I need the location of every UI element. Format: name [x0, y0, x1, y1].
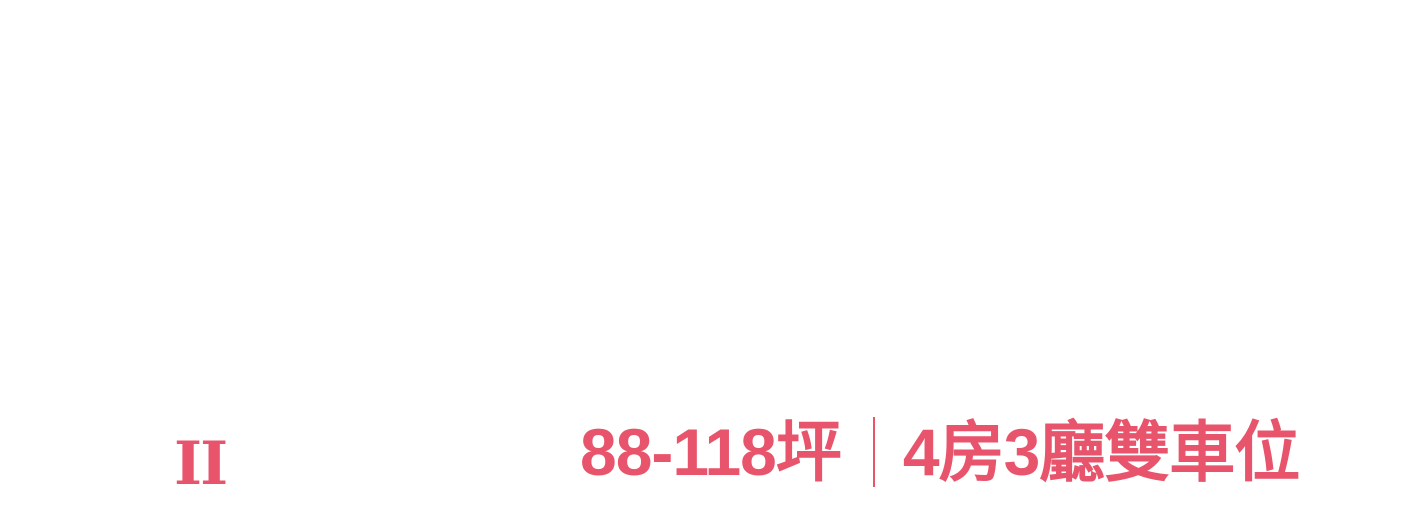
spec-divider [872, 417, 875, 487]
property-spec-line: 88-118坪 4房3廳雙車位 [580, 404, 1300, 500]
unit-size-text: 88-118坪 [580, 415, 842, 489]
roman-numeral-mark: II [174, 429, 228, 499]
unit-layout-text: 4房3廳雙車位 [902, 415, 1300, 489]
